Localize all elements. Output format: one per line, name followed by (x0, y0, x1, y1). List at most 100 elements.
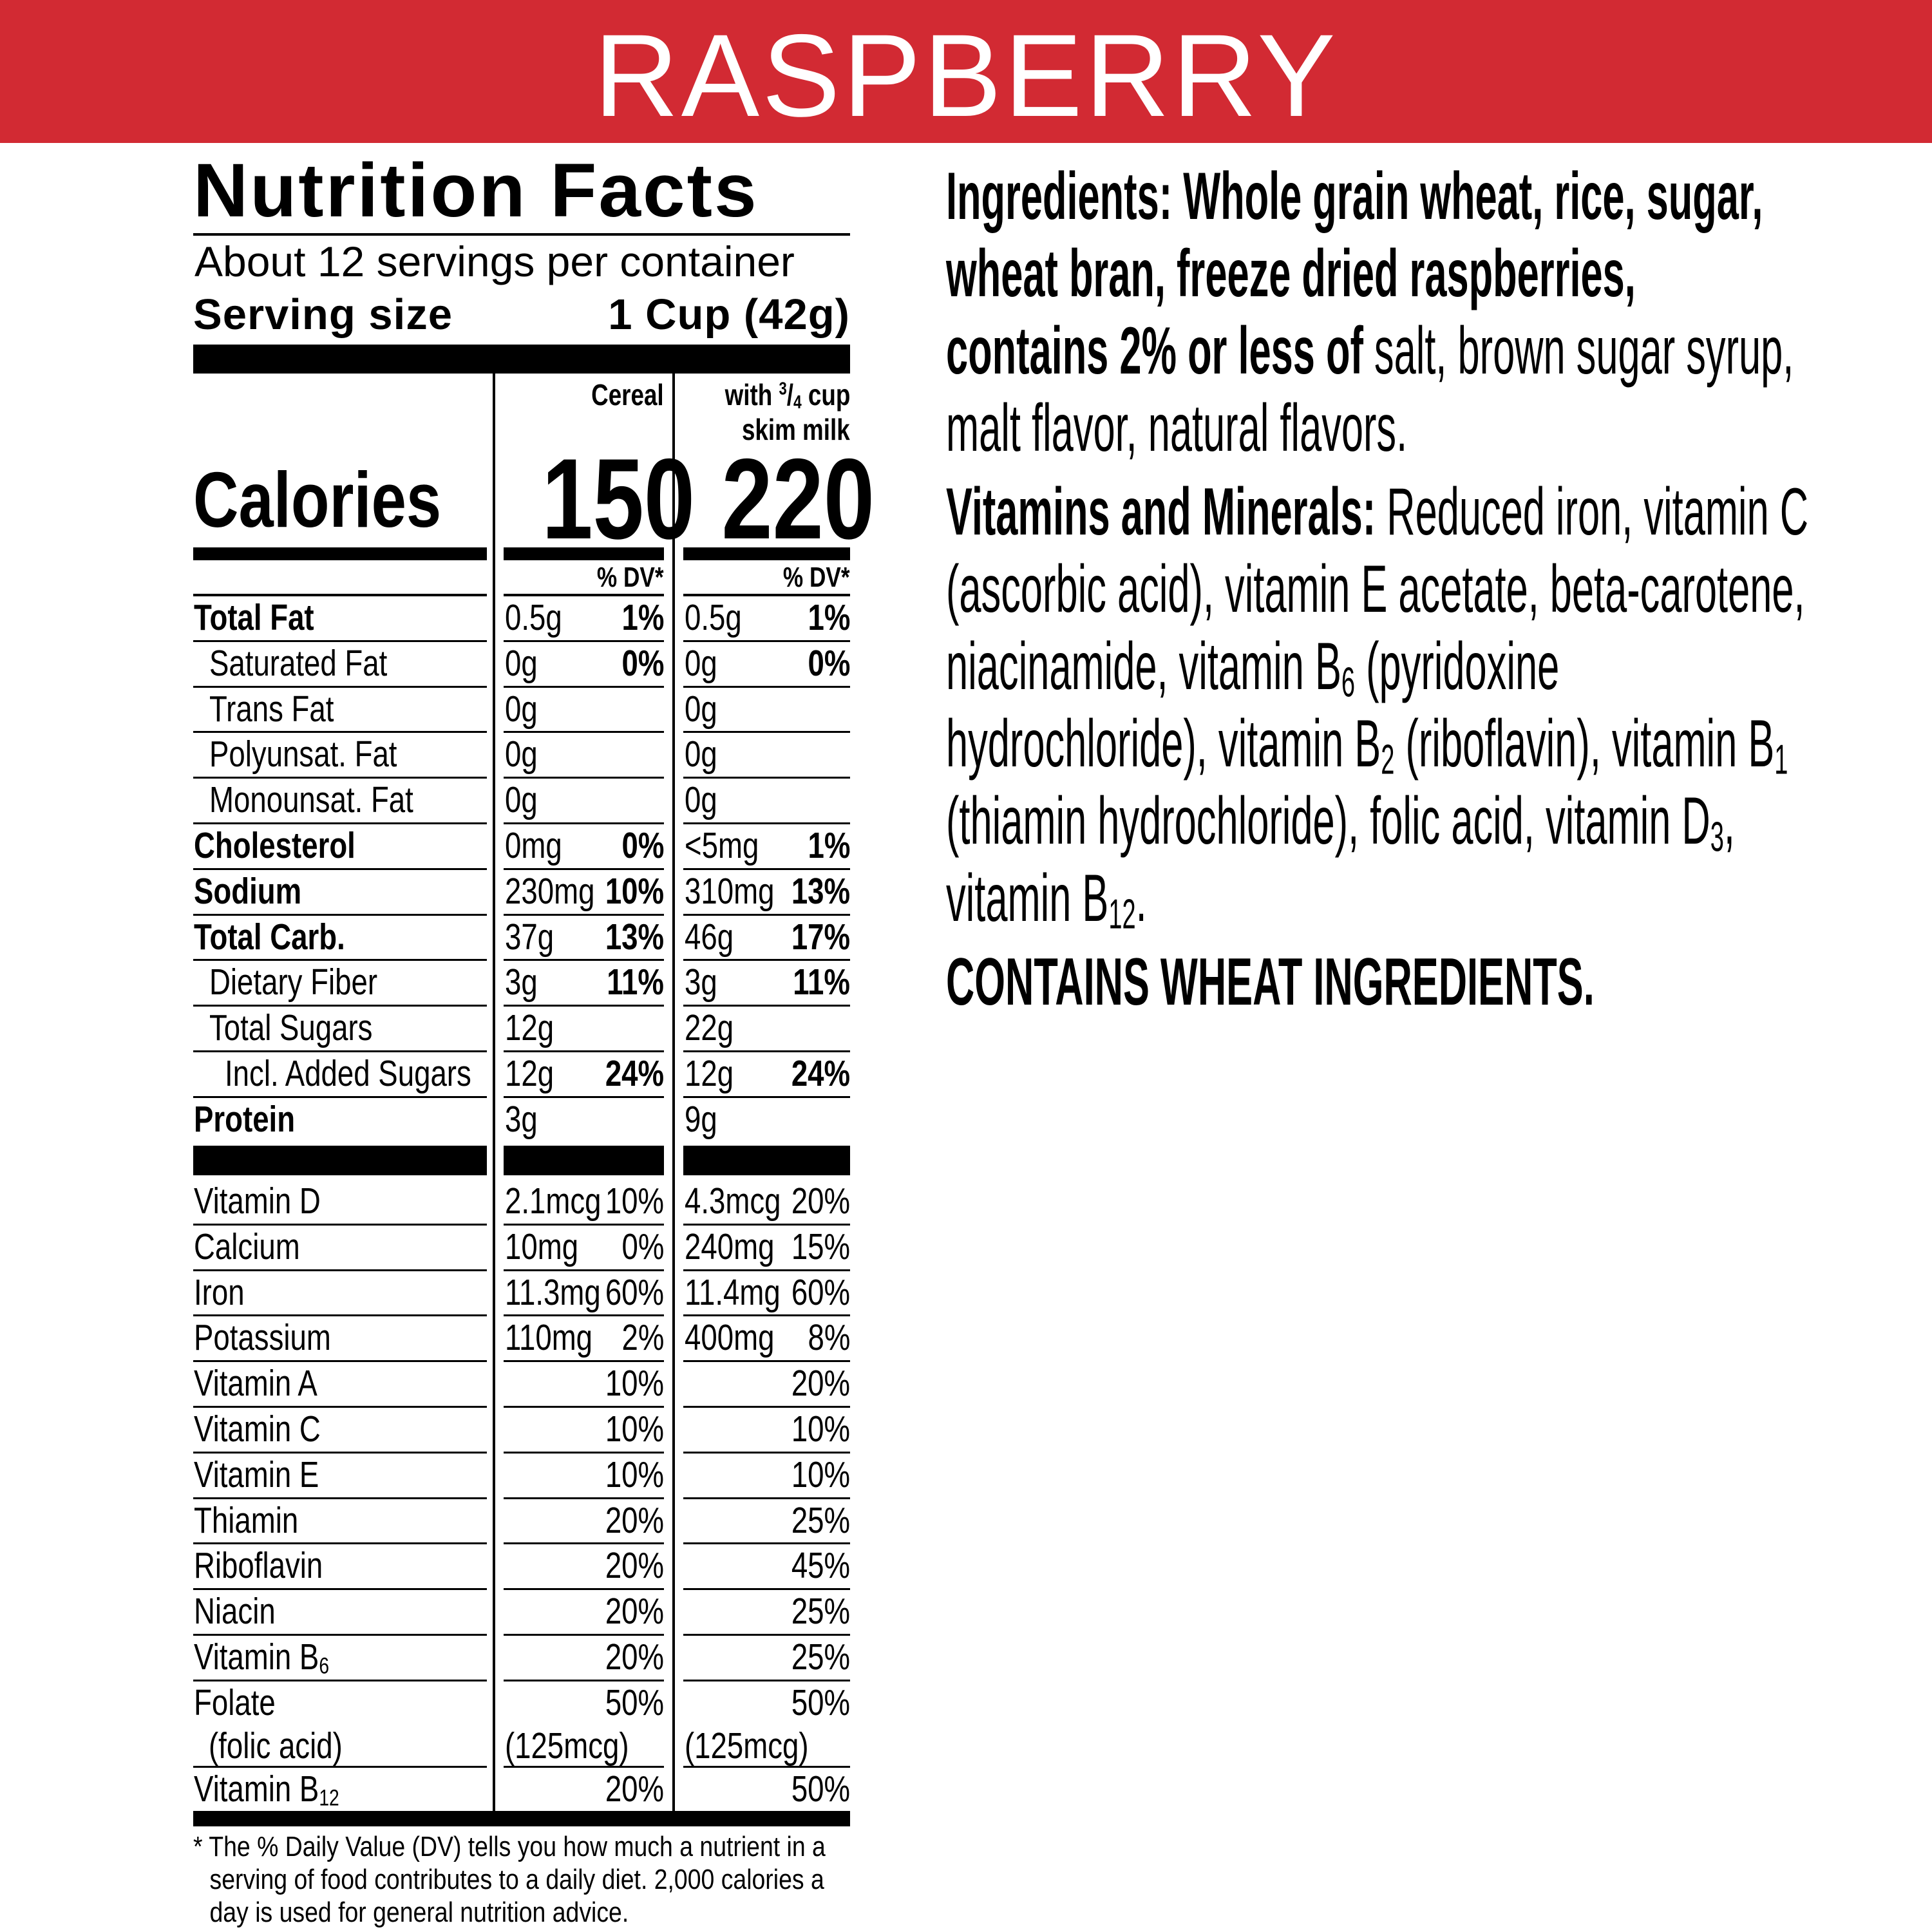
milk-amount: 11.4mg (685, 1271, 804, 1314)
nutrient-name-text: Total Fat (194, 597, 314, 638)
cereal-daily-value-text: 20% (605, 1499, 664, 1541)
cereal-amount: 0g (505, 688, 545, 731)
vitamin-row: Thiamin 20% 25% (193, 1499, 850, 1545)
milk-daily-value-text: 10% (791, 1454, 850, 1495)
cereal-amount-text: 230mg (505, 870, 595, 912)
milk-amount: 46g (685, 916, 746, 959)
nutrient-name: Folate (194, 1681, 276, 1725)
milk-daily-value-text: 8% (808, 1317, 850, 1359)
vitamins-text: , vitamin B (946, 784, 1735, 936)
cereal-amount-text: (125mcg) (505, 1725, 629, 1766)
cereal-amount-text: 0g (505, 642, 538, 684)
milk-amount: 0g (685, 733, 725, 776)
nutrient-name-text: Incl. Added Sugars (225, 1053, 471, 1094)
column-header-cereal: Cereal (504, 377, 664, 412)
divider (683, 594, 850, 596)
milk-amount-text: 400mg (685, 1317, 775, 1359)
nutrient-name: Dietary Fiber (209, 961, 377, 1004)
milk-value-cell: 0g 0% (683, 642, 850, 688)
milk-daily-value: 17% (777, 916, 850, 959)
milk-daily-value: 10% (777, 1454, 850, 1497)
milk-daily-value-text: 24% (791, 1053, 850, 1094)
dv-header-text: % DV* (783, 562, 850, 593)
cereal-amount: 3g (505, 1098, 545, 1141)
cereal-value-cell: 10% (504, 1454, 664, 1499)
nutrient-row: Saturated Fat 0g 0% 0g 0% (193, 642, 850, 688)
vitamin-row: Calcium 10mg 0% 240mg 15% (193, 1226, 850, 1271)
milk-amount: 0g (685, 642, 725, 685)
milk-daily-value: 25% (777, 1499, 850, 1542)
nutrient-name-text: Potassium (194, 1317, 331, 1359)
cereal-amount-text: 12g (505, 1007, 554, 1049)
cereal-value-cell: 0g 0% (504, 642, 664, 688)
cereal-daily-value-text: 10% (605, 1363, 664, 1405)
milk-daily-value-text: 25% (791, 1499, 850, 1541)
nutrient-name: Sodium (194, 870, 301, 913)
milk-amount: 0.5g (685, 596, 756, 639)
milk-value-cell: 4.3mcg 20% (683, 1180, 850, 1226)
section-bar (683, 1146, 850, 1175)
section-bar (504, 1146, 664, 1175)
nutrient-name-text: Niacin (194, 1591, 276, 1633)
column-divider (493, 374, 495, 1812)
cereal-value-cell: 11.3mg 60% (504, 1271, 664, 1317)
nutrient-row: Protein 3g 9g (193, 1098, 850, 1144)
nutrient-name-cell: Sodium (193, 870, 487, 916)
milk-daily-value: 1% (797, 824, 850, 867)
calories-label: Calories (193, 454, 503, 545)
cereal-amount: 110mg (505, 1316, 614, 1359)
divider (193, 233, 850, 236)
milk-value-cell: 25% (683, 1499, 850, 1545)
milk-daily-value: 11% (779, 961, 850, 1004)
nutrient-row: Dietary Fiber 3g 11% 3g 11% (193, 961, 850, 1007)
nutrient-name-text: Cholesterol (194, 825, 355, 866)
cereal-daily-value: 50% (591, 1681, 664, 1725)
nutrient-name: Total Sugars (209, 1007, 372, 1050)
cereal-value-cell: 0.5g 1% (504, 596, 664, 642)
flavor-banner: RASPBERRY (0, 0, 1932, 143)
nutrient-row: Sodium 230mg 10% 310mg 13% (193, 870, 850, 916)
milk-daily-value: 50% (777, 1681, 850, 1725)
cereal-amount-text: 10mg (505, 1226, 579, 1267)
cereal-daily-value: 24% (591, 1052, 664, 1095)
nutrition-facts-title: Nutrition Facts (193, 148, 759, 233)
milk-amount-text: 0g (685, 779, 717, 821)
milk-daily-value: 25% (777, 1590, 850, 1633)
nutrient-row: Cholesterol 0mg 0% <5mg 1% (193, 824, 850, 870)
cereal-daily-value-text: 1% (621, 597, 664, 638)
milk-daily-value: 20% (777, 1180, 850, 1223)
nutrient-name-text: Sodium (194, 870, 302, 912)
nutrient-name: Incl. Added Sugars (225, 1052, 471, 1095)
nutrient-name: Vitamin B12 (194, 1768, 339, 1811)
milk-daily-value: 25% (777, 1636, 850, 1679)
milk-daily-value-text: 1% (808, 597, 850, 638)
vitamins-text: (pyridoxine hydrochloride), vitamin B (946, 629, 1560, 781)
nutrient-name-subscript: 12 (319, 1785, 339, 1811)
milk-value-cell: 0g (683, 688, 850, 734)
milk-daily-value-text: 17% (791, 916, 850, 958)
milk-daily-value: 1% (797, 596, 850, 639)
cereal-value-cell: 0mg 0% (504, 824, 664, 870)
cereal-amount-text: 11.3mg (505, 1271, 601, 1313)
nutrient-name-cell: Vitamin D (193, 1180, 487, 1226)
nutrient-name-text: Vitamin C (194, 1408, 321, 1450)
column-divider (672, 374, 675, 1812)
cereal-daily-value: 11% (592, 961, 664, 1004)
milk-amount-text: (125mcg) (685, 1725, 809, 1766)
calories-bar (504, 547, 664, 560)
cereal-value-cell: 3g (504, 1098, 664, 1144)
cereal-amount-text: 0mg (505, 825, 562, 866)
nutrient-name: Vitamin A (194, 1362, 317, 1405)
cereal-daily-value-text: 24% (605, 1053, 664, 1094)
milk-amount: 240mg (685, 1226, 797, 1269)
fraction-numerator: 3 (779, 378, 787, 399)
cereal-daily-value-text: 2% (621, 1317, 664, 1359)
cereal-amount: 2.1mcg (505, 1180, 625, 1223)
cereal-daily-value: 10% (591, 1180, 664, 1223)
nutrient-name-text: Folate (194, 1681, 276, 1723)
cereal-amount-text: 37g (505, 916, 554, 958)
nutrient-name-text: Vitamin A (194, 1363, 317, 1405)
nutrient-row: Total Carb. 37g 13% 46g 17% (193, 916, 850, 961)
nutrient-name: Cholesterol (194, 824, 355, 867)
nutrient-name-cell: Protein (193, 1098, 487, 1144)
